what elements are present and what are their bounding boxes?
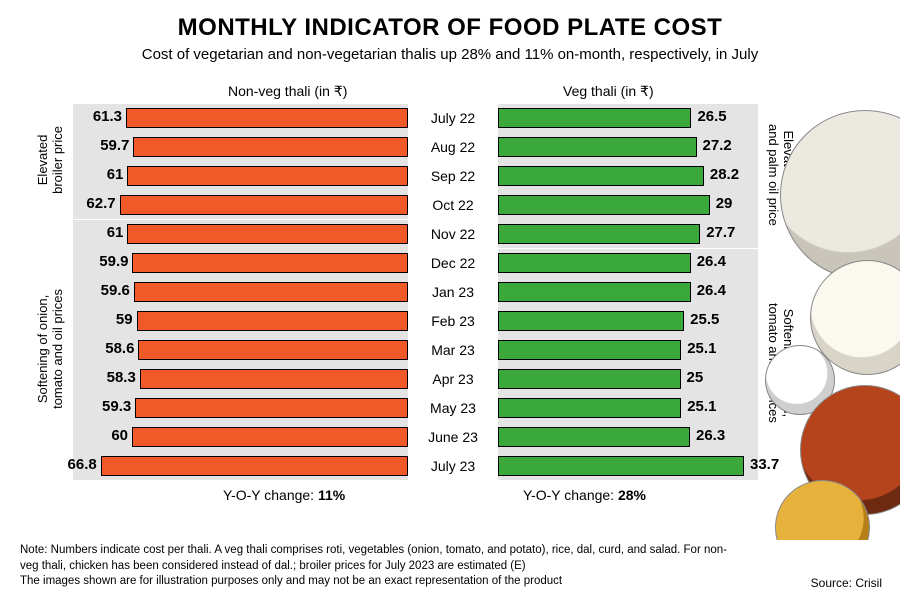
month-label: Mar 23: [413, 342, 493, 358]
value-nonveg: 61.3: [93, 108, 122, 125]
value-veg: 25.5: [690, 311, 719, 328]
yoy-veg-label: Y-O-Y change:: [523, 487, 618, 503]
bar-nonveg: [134, 282, 408, 302]
bar-veg: [498, 108, 691, 128]
month-label: July 23: [413, 458, 493, 474]
bar-nonveg: [138, 340, 408, 360]
yoy-veg-value: 28%: [618, 487, 646, 503]
bar-veg: [498, 166, 704, 186]
bar-veg: [498, 427, 690, 447]
bar-nonveg: [140, 369, 408, 389]
yoy-nonveg: Y-O-Y change: 11%: [223, 487, 345, 503]
column-header-veg: Veg thali (in ₹): [563, 83, 654, 100]
value-veg: 25.1: [687, 340, 716, 357]
value-nonveg: 59.9: [99, 253, 128, 270]
plate-icon: [780, 110, 900, 280]
value-veg: 26.3: [696, 427, 725, 444]
value-nonveg: 61: [107, 166, 124, 183]
main-title: MONTHLY INDICATOR OF FOOD PLATE COST: [18, 14, 882, 42]
bar-nonveg: [126, 108, 408, 128]
month-label: Nov 22: [413, 226, 493, 242]
month-label: Apr 23: [413, 371, 493, 387]
month-label: July 22: [413, 110, 493, 126]
bar-nonveg: [133, 137, 408, 157]
value-veg: 25: [687, 369, 704, 386]
bar-veg: [498, 456, 744, 476]
subtitle: Cost of vegetarian and non-vegetarian th…: [18, 46, 882, 63]
month-label: Dec 22: [413, 255, 493, 271]
bar-veg: [498, 253, 691, 273]
bar-veg: [498, 137, 697, 157]
yoy-nonveg-label: Y-O-Y change:: [223, 487, 318, 503]
month-label: Feb 23: [413, 313, 493, 329]
source-credit: Source: Crisil: [811, 576, 882, 590]
month-label: Sep 22: [413, 168, 493, 184]
bar-nonveg: [127, 224, 408, 244]
month-label: Jan 23: [413, 284, 493, 300]
yoy-veg: Y-O-Y change: 28%: [523, 487, 646, 503]
value-nonveg: 66.8: [68, 456, 97, 473]
yoy-nonveg-value: 11%: [318, 487, 345, 503]
value-veg: 27.2: [703, 137, 732, 154]
value-veg: 26.5: [697, 108, 726, 125]
value-nonveg: 58.3: [107, 369, 136, 386]
bar-veg: [498, 398, 681, 418]
value-veg: 26.4: [697, 253, 726, 270]
bar-nonveg: [120, 195, 408, 215]
month-label: Oct 22: [413, 197, 493, 213]
value-nonveg: 59.3: [102, 398, 131, 415]
value-nonveg: 60: [111, 427, 128, 444]
bar-nonveg: [132, 427, 408, 447]
value-nonveg: 59.6: [101, 282, 130, 299]
bar-nonveg: [137, 311, 408, 331]
value-nonveg: 61: [107, 224, 124, 241]
bar-veg: [498, 340, 681, 360]
value-veg: 25.1: [687, 398, 716, 415]
value-nonveg: 59: [116, 311, 133, 328]
bar-veg: [498, 224, 700, 244]
bar-nonveg: [135, 398, 408, 418]
bar-veg: [498, 282, 691, 302]
value-veg: 29: [716, 195, 733, 212]
value-veg: 27.7: [706, 224, 735, 241]
bar-nonveg: [127, 166, 408, 186]
value-nonveg: 58.6: [105, 340, 134, 357]
bar-veg: [498, 311, 684, 331]
bar-nonveg: [101, 456, 408, 476]
infographic-container: MONTHLY INDICATOR OF FOOD PLATE COST Cos…: [0, 0, 900, 600]
month-label: May 23: [413, 400, 493, 416]
month-label: Aug 22: [413, 139, 493, 155]
bar-nonveg: [132, 253, 408, 273]
bar-veg: [498, 195, 710, 215]
bar-veg: [498, 369, 681, 389]
value-veg: 28.2: [710, 166, 739, 183]
food-illustration: [750, 110, 900, 540]
footnote: Note: Numbers indicate cost per thali. A…: [20, 543, 740, 590]
value-nonveg: 59.7: [100, 137, 129, 154]
value-veg: 26.4: [697, 282, 726, 299]
month-label: June 23: [413, 429, 493, 445]
column-header-nonveg: Non-veg thali (in ₹): [228, 83, 347, 100]
value-nonveg: 62.7: [86, 195, 115, 212]
